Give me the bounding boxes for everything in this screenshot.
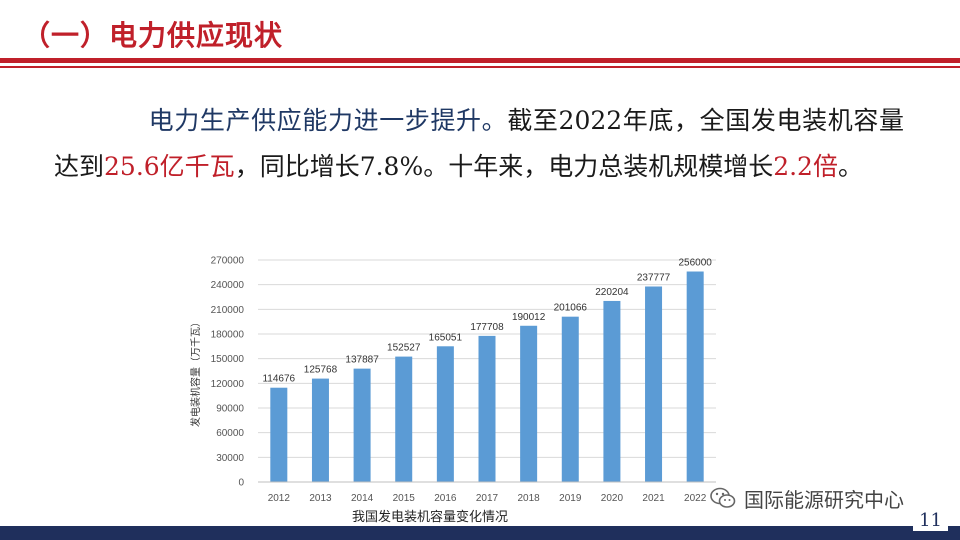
bar-value-label: 237777	[637, 272, 671, 283]
x-tick-label: 2022	[684, 493, 707, 504]
bar-value-label: 190012	[512, 312, 546, 323]
chart-data-labels: 114676 125768 137887 152527 165051 177708 1900…	[262, 258, 712, 385]
highlight-capacity: 25.6亿千瓦	[104, 152, 235, 181]
footer-bar	[0, 526, 960, 540]
highlight-growth: 2.2倍	[773, 152, 838, 181]
chart-caption: 我国发电装机容量变化情况	[352, 510, 509, 525]
y-tick-label: 150000	[211, 354, 245, 365]
bar	[270, 387, 288, 482]
x-tick-label: 2013	[309, 493, 332, 504]
x-tick-label: 2017	[476, 493, 499, 504]
paragraph-text-1: 截至2022年底，全国发电装机容量达到	[54, 106, 904, 181]
y-tick-label: 180000	[211, 330, 245, 341]
y-axis-label: 发电装机容量（万千瓦）	[189, 317, 202, 427]
x-tick-label: 2020	[601, 493, 624, 504]
x-tick-label: 2014	[351, 493, 374, 504]
paragraph-text-2: ，同比增长7.8%。十年来，电力总装机规模增长	[234, 152, 774, 181]
x-tick-label: 2021	[642, 493, 665, 504]
y-tick-label: 60000	[216, 428, 244, 439]
x-tick-label: 2015	[393, 493, 416, 504]
y-tick-label: 120000	[211, 379, 245, 390]
y-tick-label: 30000	[216, 453, 244, 464]
bar-value-label: 165051	[429, 332, 463, 343]
bar-value-label: 137887	[345, 355, 379, 366]
wechat-icon	[710, 487, 736, 509]
watermark: 国际能源研究中心	[706, 484, 908, 512]
paragraph-lead: 电力生产供应能力进一步提升。	[148, 106, 508, 135]
x-tick-label: 2012	[268, 493, 291, 504]
slide-title: （一）电力供应现状	[22, 19, 284, 52]
x-tick-label: 2019	[559, 493, 582, 504]
bar	[395, 356, 413, 482]
bar-value-label: 152527	[387, 343, 421, 354]
summary-paragraph: 电力生产供应能力进一步提升。截至2022年底，全国发电装机容量达到25.6亿千瓦…	[54, 98, 904, 190]
y-tick-label: 270000	[211, 256, 245, 267]
bar	[436, 346, 454, 482]
title-divider-thick	[0, 58, 960, 63]
bar-value-label: 114676	[262, 374, 295, 385]
watermark-text: 国际能源研究中心	[744, 487, 904, 512]
y-tick-label: 90000	[216, 404, 244, 415]
bar-value-label: 125768	[304, 365, 338, 376]
chart-axes: 0 30000 60000 90000 120000 150000 180000 210000…	[211, 256, 716, 504]
y-tick-label: 210000	[211, 305, 245, 316]
y-tick-label: 240000	[211, 280, 245, 291]
x-tick-label: 2018	[518, 493, 541, 504]
bar	[561, 316, 579, 482]
bar-value-label: 201066	[554, 303, 588, 314]
chart-bars	[270, 271, 704, 482]
y-tick-label: 0	[238, 478, 244, 489]
bar	[478, 335, 496, 482]
bar-value-label: 256000	[678, 258, 712, 269]
bar	[353, 368, 371, 482]
bar	[603, 300, 621, 482]
bar	[311, 378, 329, 482]
bar	[686, 271, 704, 482]
title-divider-thin	[0, 66, 960, 68]
bar	[520, 325, 538, 482]
bar-value-label: 220204	[595, 287, 629, 298]
x-tick-label: 2016	[434, 493, 457, 504]
page-number: 11	[913, 510, 948, 531]
bar	[645, 286, 663, 482]
paragraph-text-3: 。	[837, 152, 863, 181]
bar-value-label: 177708	[470, 322, 504, 333]
